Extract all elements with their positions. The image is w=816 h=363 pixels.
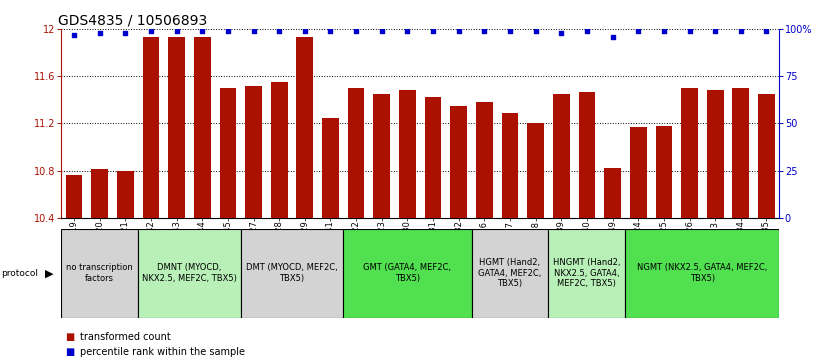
Text: percentile rank within the sample: percentile rank within the sample: [80, 347, 245, 357]
Bar: [553, 94, 570, 218]
Bar: [271, 82, 287, 218]
Point: [427, 28, 440, 34]
Text: DMT (MYOCD, MEF2C,
TBX5): DMT (MYOCD, MEF2C, TBX5): [246, 264, 338, 283]
Bar: [168, 37, 185, 218]
Point: [144, 28, 157, 34]
Bar: [625, 229, 779, 318]
Point: [349, 28, 362, 34]
Bar: [61, 229, 138, 318]
Text: ■: ■: [65, 347, 74, 357]
Bar: [681, 88, 698, 218]
Text: no transcription
factors: no transcription factors: [66, 264, 133, 283]
Bar: [548, 229, 625, 318]
Bar: [296, 37, 313, 218]
Point: [119, 30, 132, 36]
Bar: [322, 118, 339, 218]
Bar: [65, 175, 82, 218]
Bar: [630, 127, 646, 218]
Point: [503, 28, 517, 34]
Bar: [399, 90, 415, 218]
Point: [93, 30, 106, 36]
Bar: [344, 229, 472, 318]
Bar: [143, 37, 159, 218]
Text: ■: ■: [65, 332, 74, 342]
Point: [529, 28, 542, 34]
Point: [555, 30, 568, 36]
Bar: [655, 126, 672, 218]
Point: [708, 28, 721, 34]
Point: [196, 28, 209, 34]
Point: [324, 28, 337, 34]
Point: [401, 28, 414, 34]
Point: [273, 28, 286, 34]
Point: [760, 28, 773, 34]
Bar: [472, 229, 548, 318]
Bar: [348, 88, 365, 218]
Text: transformed count: transformed count: [80, 332, 171, 342]
Bar: [91, 170, 108, 218]
Bar: [374, 94, 390, 218]
Point: [452, 28, 465, 34]
Bar: [707, 90, 724, 218]
Text: GMT (GATA4, MEF2C,
TBX5): GMT (GATA4, MEF2C, TBX5): [363, 264, 451, 283]
Bar: [579, 91, 595, 218]
Bar: [245, 86, 262, 218]
Bar: [733, 88, 749, 218]
Text: NGMT (NKX2.5, GATA4, MEF2C,
TBX5): NGMT (NKX2.5, GATA4, MEF2C, TBX5): [637, 264, 768, 283]
Bar: [502, 113, 518, 218]
Bar: [424, 97, 441, 218]
Point: [478, 28, 491, 34]
Text: HGMT (Hand2,
GATA4, MEF2C,
TBX5): HGMT (Hand2, GATA4, MEF2C, TBX5): [478, 258, 542, 288]
Point: [632, 28, 645, 34]
Point: [247, 28, 260, 34]
Bar: [527, 123, 544, 218]
Bar: [117, 171, 134, 218]
Point: [658, 28, 671, 34]
Bar: [450, 106, 467, 218]
Point: [580, 28, 593, 34]
Text: protocol: protocol: [1, 269, 38, 278]
Bar: [476, 102, 493, 218]
Point: [170, 28, 183, 34]
Point: [734, 28, 747, 34]
Bar: [241, 229, 344, 318]
Bar: [758, 94, 774, 218]
Point: [221, 28, 234, 34]
Point: [68, 32, 81, 38]
Text: GDS4835 / 10506893: GDS4835 / 10506893: [58, 14, 207, 28]
Point: [683, 28, 696, 34]
Point: [606, 34, 619, 40]
Bar: [220, 88, 236, 218]
Text: DMNT (MYOCD,
NKX2.5, MEF2C, TBX5): DMNT (MYOCD, NKX2.5, MEF2C, TBX5): [142, 264, 237, 283]
Text: ▶: ▶: [46, 268, 54, 278]
Bar: [604, 168, 621, 218]
Bar: [194, 37, 211, 218]
Point: [299, 28, 312, 34]
Text: HNGMT (Hand2,
NKX2.5, GATA4,
MEF2C, TBX5): HNGMT (Hand2, NKX2.5, GATA4, MEF2C, TBX5…: [553, 258, 621, 288]
Bar: [138, 229, 241, 318]
Point: [375, 28, 388, 34]
